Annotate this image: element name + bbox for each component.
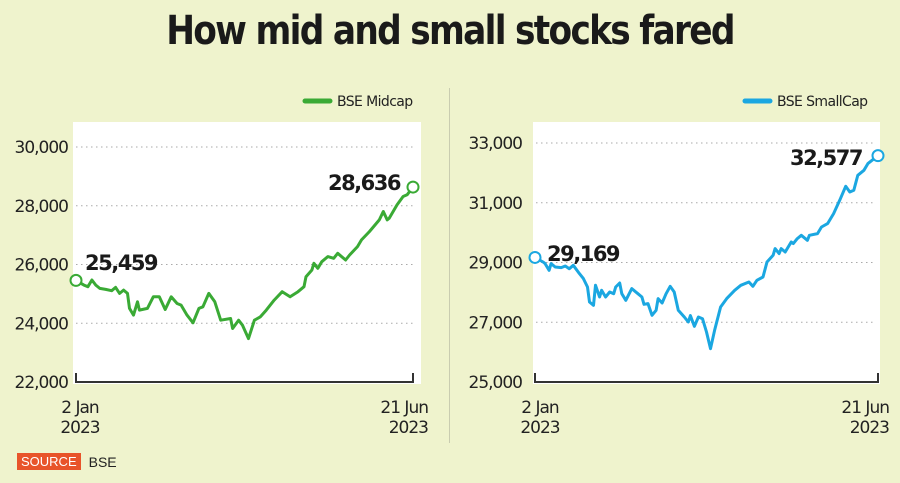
y-tick-label: 22,000 [15,373,69,393]
x-axis [75,373,414,383]
x-tick-label: 2 Jan [521,398,559,418]
y-tick-label: 25,000 [469,373,523,393]
series-line [534,154,879,351]
end-value-label: 28,636 [328,171,401,195]
x-axis [534,373,879,383]
plot-area [533,122,880,384]
legend-label: BSE SmallCap [777,94,868,110]
y-tick-label: 26,000 [15,256,69,276]
source-text: BSE [88,453,117,470]
source-note: SOURCE BSE [17,453,117,470]
end-point-marker [406,180,420,194]
y-tick-label: 27,000 [469,313,523,333]
x-tick-label: 2 Jan [61,398,99,418]
source-badge: SOURCE [17,453,81,470]
y-tick-label: 28,000 [15,197,69,217]
start-point-marker [528,250,542,264]
y-tick-label: 30,000 [15,138,69,158]
y-tick-label: 29,000 [469,254,523,274]
x-tick-label: 21 Jun [841,398,889,418]
y-tick-label: 24,000 [15,314,69,334]
x-tick-label: 21 Jun [380,398,428,418]
end-value-label: 32,577 [790,146,862,170]
y-tick-label: 33,000 [469,134,523,154]
panel-divider [449,88,450,443]
x-tick-label: 2023 [389,418,428,438]
series-line [75,186,415,341]
start-point-marker [69,273,83,287]
y-tick-label: 31,000 [469,194,523,214]
chart-title: How mid and small stocks fared [166,8,735,54]
start-value-label: 29,169 [547,242,620,266]
x-tick-label: 2023 [850,418,889,438]
x-tick-label: 2023 [60,418,99,438]
end-point-marker [871,149,885,163]
start-value-label: 25,459 [85,251,158,275]
x-tick-label: 2023 [520,418,559,438]
plot-area [73,122,421,384]
legend-label: BSE Midcap [337,94,413,110]
